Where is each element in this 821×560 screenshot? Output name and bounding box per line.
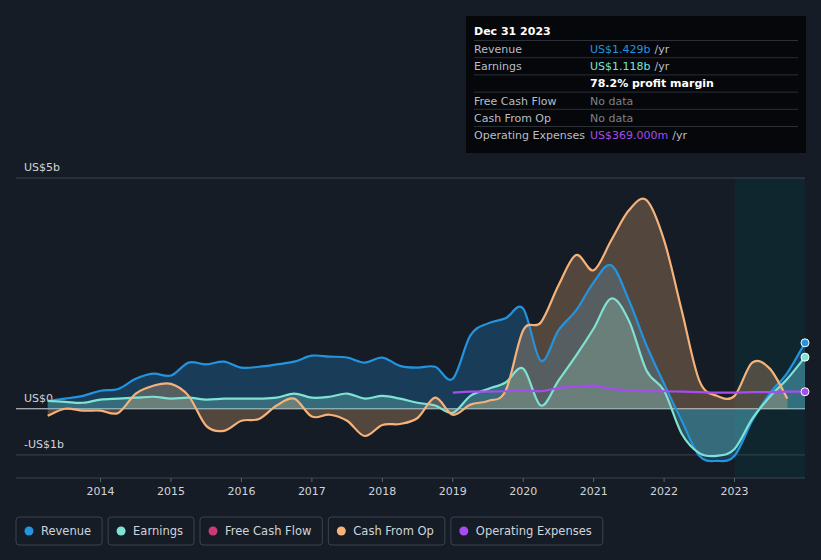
x-tick-label: 2017 (298, 485, 326, 498)
legend-item[interactable]: Operating Expenses (451, 517, 603, 545)
legend-item[interactable]: Free Cash Flow (200, 517, 322, 545)
legend-swatch (209, 527, 218, 536)
x-tick-label: 2014 (87, 485, 115, 498)
chart: -US$1bUS$0US$5b2014201520162017201820192… (0, 0, 821, 560)
legend-label: Operating Expenses (476, 524, 592, 538)
tooltip-label: Earnings (474, 60, 522, 73)
tooltip-value: US$1.118b/yr (590, 60, 670, 73)
legend-label: Cash From Op (353, 524, 434, 538)
x-tick (241, 478, 242, 482)
series-line (48, 199, 788, 436)
x-tick (452, 478, 453, 482)
tooltip-label: Revenue (474, 43, 522, 56)
legend-box (16, 517, 102, 545)
x-tick (311, 478, 312, 482)
tooltip-title: Dec 31 2023 (474, 25, 551, 38)
tooltip-value: 78.2% profit margin (590, 77, 714, 90)
tooltip-value: US$369.000m/yr (590, 129, 687, 142)
x-tick (593, 478, 594, 482)
tooltip-value-text: US$369.000m (590, 129, 668, 142)
x-tick (734, 478, 735, 482)
x-tick (382, 478, 383, 482)
x-tick-label: 2018 (368, 485, 396, 498)
legend-box (200, 517, 322, 545)
x-tick (100, 478, 101, 482)
tooltip-separator (474, 57, 798, 58)
x-tick (523, 478, 524, 482)
y-tick-label: US$5b (24, 161, 60, 174)
axis-line (16, 478, 805, 479)
plot-area (48, 199, 805, 461)
legend-item[interactable]: Earnings (108, 517, 194, 545)
x-tick-label: 2022 (650, 485, 678, 498)
tooltip-value-text: US$1.118b (590, 60, 651, 73)
tooltip-value: No data (590, 95, 633, 108)
tooltip-separator (474, 126, 798, 127)
legend-box (108, 517, 194, 545)
tooltip-separator (474, 74, 798, 75)
legend-box (328, 517, 445, 545)
tooltip-value-text: US$1.429b (590, 43, 651, 56)
tooltip-separator (474, 40, 798, 41)
tooltip-value: No data (590, 112, 633, 125)
end-point (801, 339, 809, 347)
legend-swatch (25, 527, 34, 536)
legend-item[interactable]: Revenue (16, 517, 102, 545)
x-tick-label: 2023 (721, 485, 749, 498)
x-tick (664, 478, 665, 482)
background (0, 0, 821, 560)
tooltip-value-text: No data (590, 95, 633, 108)
x-tick-label: 2021 (580, 485, 608, 498)
legend-label: Revenue (41, 524, 91, 538)
x-tick-label: 2016 (227, 485, 255, 498)
x-tick-label: 2019 (439, 485, 467, 498)
series-line (453, 386, 805, 393)
tooltip-label: Free Cash Flow (474, 95, 557, 108)
tooltip-unit: /yr (672, 129, 687, 142)
tooltip-label: Cash From Op (474, 112, 551, 125)
x-tick-label: 2015 (157, 485, 185, 498)
legend-swatch (459, 527, 468, 536)
legend-label: Earnings (133, 524, 183, 538)
tooltip: Dec 31 2023 Revenue US$1.429b/yr Earnings US… (466, 16, 806, 153)
legend-swatch (337, 527, 346, 536)
legend-item[interactable]: Cash From Op (328, 517, 445, 545)
tooltip-separator (474, 109, 798, 110)
end-point (801, 388, 809, 396)
legend-box (451, 517, 603, 545)
tooltip-unit: /yr (655, 43, 670, 56)
tooltip-value-text: No data (590, 112, 633, 125)
x-tick (170, 478, 171, 482)
tooltip-box (466, 16, 806, 153)
legend-label: Free Cash Flow (225, 524, 311, 538)
legend-swatch (117, 527, 126, 536)
x-tick-label: 2020 (509, 485, 537, 498)
tooltip-separator (474, 92, 798, 93)
tooltip-value-text: 78.2% profit margin (590, 77, 714, 90)
y-tick-label: -US$1b (24, 438, 64, 451)
grid-line (16, 178, 805, 179)
end-point (801, 353, 809, 361)
series-line (48, 298, 805, 456)
area-fill (48, 199, 788, 436)
tooltip-unit: /yr (655, 60, 670, 73)
tooltip-value: US$1.429b/yr (590, 43, 670, 56)
series-line (48, 265, 805, 461)
tooltip-label: Operating Expenses (474, 129, 585, 142)
grid-line (16, 454, 805, 455)
